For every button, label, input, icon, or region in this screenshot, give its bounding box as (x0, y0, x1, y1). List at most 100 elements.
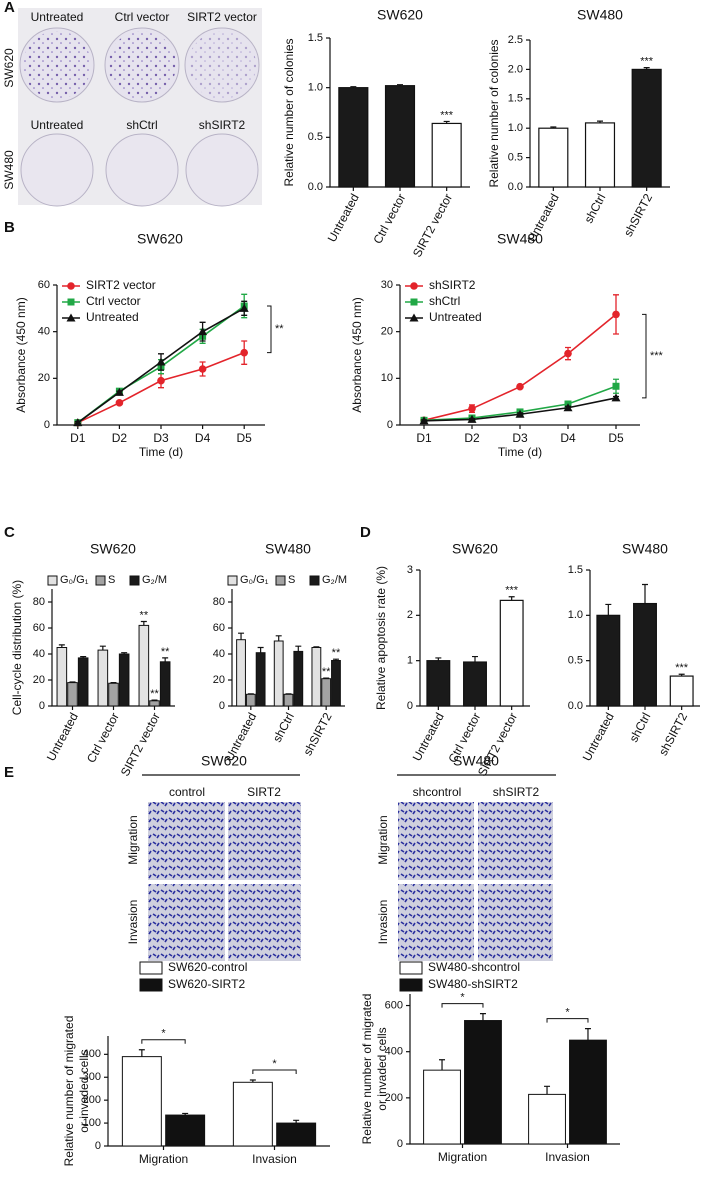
photo (148, 884, 225, 961)
y-tick-label: 100 (83, 1117, 101, 1129)
bar (499, 599, 524, 707)
bar (293, 650, 304, 707)
legend-label: G₂/M (142, 574, 167, 586)
bar (463, 661, 487, 707)
y-axis-label: Relative number of colonies (487, 39, 501, 187)
y-tick-label: 20 (38, 372, 50, 384)
significance-bracket (546, 1018, 589, 1023)
bar (245, 693, 256, 707)
y-tick-label: 1.0 (568, 609, 583, 621)
legend-swatch (129, 575, 140, 586)
legend-label: SW480-shcontrol (428, 960, 520, 974)
error-bar (110, 682, 117, 684)
row-label: SW480 (2, 150, 16, 190)
chart-title: SW480 (577, 7, 623, 23)
significance-bracket (642, 313, 647, 399)
x-tick-label: D4 (560, 431, 576, 445)
error-bar (544, 1085, 551, 1095)
chart-title: SW620 (90, 541, 136, 557)
y-tick-label: 2 (407, 609, 413, 621)
error-bar (313, 646, 320, 648)
significance-bracket (441, 1003, 484, 1008)
chart-title: SW620 (452, 541, 498, 557)
photo (398, 884, 474, 961)
legend-label: Untreated (429, 310, 482, 324)
legend-swatch (227, 575, 238, 586)
bar (569, 1039, 607, 1145)
bar (283, 693, 294, 707)
x-tick-label: Migration (438, 1150, 487, 1164)
dish (185, 133, 259, 207)
y-tick-label: 0 (219, 700, 225, 712)
photo-label: SIRT2 vector (187, 10, 257, 24)
error-bar (643, 67, 650, 70)
row-label: Migration (376, 815, 390, 864)
x-tick-label: D2 (112, 431, 128, 445)
column-label: shSIRT2 (493, 785, 540, 799)
marker (67, 298, 75, 306)
error-bar (332, 658, 339, 661)
panel-letter: C (4, 524, 15, 541)
photo (228, 884, 301, 961)
dish (108, 31, 176, 99)
dish (188, 31, 256, 99)
marker (156, 357, 166, 366)
marker (611, 393, 621, 402)
column-label: SIRT2 (247, 785, 281, 799)
bar (149, 700, 160, 707)
bar (669, 675, 694, 707)
panel-letter: B (4, 219, 15, 236)
bar (77, 657, 89, 707)
bar (108, 682, 119, 707)
error-bar (295, 645, 302, 652)
bar (431, 122, 462, 188)
error-bar (80, 656, 87, 658)
x-tick-label: Untreated (325, 191, 362, 244)
significance: ** (150, 688, 159, 700)
marker (240, 348, 248, 357)
legend-swatch (139, 961, 163, 975)
x-tick-label: shSIRT2 (300, 710, 334, 758)
significance: * (565, 1007, 570, 1019)
y-tick-label: 60 (38, 279, 50, 291)
bar (321, 678, 332, 707)
y-tick-label: 0.0 (308, 181, 323, 193)
x-tick-label: shSIRT2 (656, 710, 690, 758)
significance: ** (161, 646, 170, 658)
error-bar (550, 126, 557, 129)
legend-swatch (139, 978, 163, 992)
marker (115, 399, 124, 407)
row-label: Migration (126, 815, 140, 864)
error-bar (151, 699, 158, 701)
y-tick-label: 0.0 (508, 181, 523, 193)
y-tick-label: 80 (213, 596, 225, 608)
row-label: Invasion (126, 900, 140, 945)
y-tick-label: 20 (33, 674, 45, 686)
significance: ** (275, 323, 284, 335)
marker (67, 282, 75, 290)
legend-label: Untreated (86, 310, 139, 324)
x-tick-label: Untreated (44, 710, 81, 763)
bar (276, 1122, 317, 1147)
photo (148, 802, 225, 880)
x-tick-label: Untreated (410, 710, 447, 763)
marker (410, 298, 418, 306)
x-tick-label: Invasion (545, 1150, 590, 1164)
error-bar (472, 655, 478, 663)
bar (311, 647, 322, 707)
bar (255, 652, 266, 707)
error-bar (121, 652, 128, 654)
photo-label: Ctrl vector (115, 10, 170, 24)
legend-label: SW620-SIRT2 (168, 977, 245, 991)
error-bar (439, 1059, 446, 1071)
row-label: SW620 (2, 48, 16, 88)
bar (631, 68, 662, 188)
photo-label: shCtrl (126, 118, 157, 132)
error-bar (597, 120, 603, 123)
x-tick-label: D4 (195, 431, 211, 445)
panel-letter: E (4, 764, 14, 781)
y-tick-label: 1.5 (568, 564, 583, 576)
marker (66, 313, 76, 322)
legend-swatch (399, 961, 423, 975)
